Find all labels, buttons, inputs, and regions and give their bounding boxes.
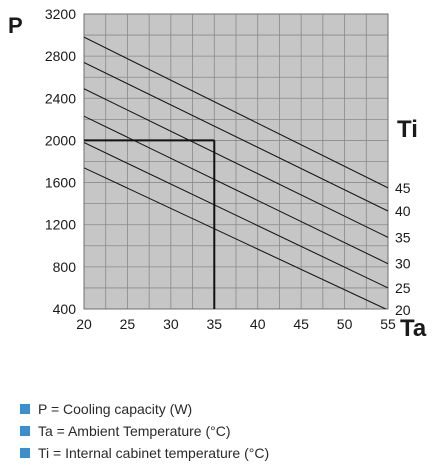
y-tick-label: 1200 — [45, 217, 76, 233]
cooling-capacity-chart: 3200 2800 2400 2000 1600 1200 800 400 20 25 30 35 40… — [8, 6, 427, 342]
x-axis-title: Ta — [400, 315, 427, 342]
series-legend-title: Ti — [397, 116, 418, 143]
x-tick-label: 45 — [293, 316, 309, 332]
legend-item-p: P = Cooling capacity (W) — [20, 398, 420, 420]
x-tick-label: 35 — [206, 316, 222, 332]
legend: P = Cooling capacity (W) Ta = Ambient Te… — [20, 398, 420, 464]
y-tick-label: 3200 — [45, 6, 76, 22]
legend-square-icon — [20, 448, 30, 458]
x-tick-label: 55 — [380, 316, 396, 332]
x-tick-label: 25 — [120, 316, 136, 332]
series-line-40 — [84, 61, 388, 212]
y-tick-label: 800 — [53, 259, 77, 275]
y-tick-label: 2800 — [45, 48, 76, 64]
y-tick-label: 1600 — [45, 175, 76, 191]
y-tick-label: 2400 — [45, 90, 76, 106]
y-axis-title: P — [8, 13, 23, 38]
x-tick-label: 40 — [250, 316, 266, 332]
x-tick-label: 20 — [76, 316, 92, 332]
x-tick-label: 30 — [163, 316, 179, 332]
legend-square-icon — [20, 426, 30, 436]
series-label-40: 40 — [395, 203, 411, 219]
legend-text-ti: Ti = Internal cabinet temperature (°C) — [38, 445, 270, 461]
x-tick-label: 50 — [337, 316, 353, 332]
legend-text-ta: Ta = Ambient Temperature (°C) — [38, 423, 231, 439]
plot-frame — [83, 13, 389, 310]
series-line-25 — [84, 142, 388, 289]
legend-text-p: P = Cooling capacity (W) — [38, 401, 193, 417]
series-label-20: 20 — [395, 302, 411, 318]
series-line-35 — [84, 88, 388, 238]
y-tick-label: 400 — [53, 301, 77, 317]
series-line-20 — [84, 167, 388, 309]
legend-item-ti: Ti = Internal cabinet temperature (°C) — [20, 442, 420, 464]
y-tick-label: 2000 — [45, 132, 76, 148]
series-line-45 — [84, 36, 388, 189]
legend-square-icon — [20, 404, 30, 414]
series-label-30: 30 — [395, 256, 411, 272]
series-label-45: 45 — [395, 180, 411, 196]
series-label-35: 35 — [395, 229, 411, 245]
series-label-25: 25 — [395, 280, 411, 296]
legend-item-ta: Ta = Ambient Temperature (°C) — [20, 420, 420, 442]
